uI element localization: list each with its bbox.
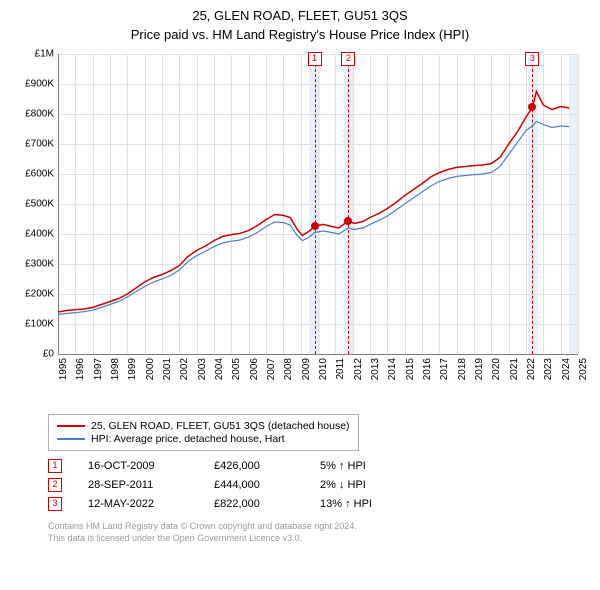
y-tick-label: £400K (25, 229, 54, 240)
series-line (58, 92, 569, 313)
y-tick-label: £100K (25, 319, 54, 330)
x-tick-label: 2011 (335, 358, 346, 380)
y-tick-label: £300K (25, 259, 54, 270)
x-tick-label: 1995 (58, 358, 69, 380)
footer-line: Contains HM Land Registry data © Crown c… (48, 521, 590, 533)
address-title: 25, GLEN ROAD, FLEET, GU51 3QS (10, 8, 590, 23)
x-tick-label: 2005 (231, 358, 242, 380)
plot-area: £0£100K£200K£300K£400K£500K£600K£700K£80… (58, 54, 578, 354)
legend-swatch (57, 438, 85, 440)
x-tick-label: 2016 (422, 358, 433, 380)
series-line (58, 122, 569, 315)
x-tick-label: 1997 (93, 358, 104, 380)
x-tick-label: 1999 (127, 358, 138, 380)
x-tick-label: 2019 (474, 358, 485, 380)
x-tick-label: 2000 (145, 358, 156, 380)
x-tick-label: 2018 (457, 358, 468, 380)
sale-row-marker: 1 (48, 459, 62, 473)
x-tick-label: 2013 (370, 358, 381, 380)
sale-marker-label: 3 (525, 52, 539, 66)
sale-row: 312-MAY-2022£822,00013% ↑ HPI (48, 497, 590, 511)
sale-vs-hpi: 13% ↑ HPI (320, 498, 410, 510)
sale-row: 116-OCT-2009£426,0005% ↑ HPI (48, 459, 590, 473)
title-block: 25, GLEN ROAD, FLEET, GU51 3QS Price pai… (10, 8, 590, 42)
sale-marker-label: 1 (308, 52, 322, 66)
sale-marker-dot (344, 217, 352, 225)
x-tick-label: 2015 (405, 358, 416, 380)
sale-row: 228-SEP-2011£444,0002% ↓ HPI (48, 478, 590, 492)
x-tick-label: 2014 (387, 358, 398, 380)
sale-price: 28-SEP-2011 (88, 479, 188, 491)
x-tick-label: 2023 (543, 358, 554, 380)
sale-price: 12-MAY-2022 (88, 498, 188, 510)
x-tick-label: 2003 (197, 358, 208, 380)
y-tick-label: £900K (25, 79, 54, 90)
x-tick-label: 2001 (162, 358, 173, 380)
sale-marker-label: 2 (341, 52, 355, 66)
sale-marker-dot (528, 103, 536, 111)
x-tick-label: 2024 (561, 358, 572, 380)
legend-row: HPI: Average price, detached house, Hart (57, 433, 350, 445)
x-tick-label: 2012 (353, 358, 364, 380)
chart-area: £0 £100K £200K £300K £400K £500K £600K £700K £80… (10, 48, 590, 408)
series-svg (58, 54, 578, 354)
x-tick-label: 2017 (439, 358, 450, 380)
y-tick-label: £1M (35, 49, 54, 60)
sale-marker-dot (311, 222, 319, 230)
gridline (578, 54, 579, 354)
x-tick-label: 2010 (318, 358, 329, 380)
legend: 25, GLEN ROAD, FLEET, GU51 3QS (detached… (48, 414, 359, 451)
x-tick-label: 2007 (266, 358, 277, 380)
x-tick-label: 2009 (301, 358, 312, 380)
x-tick-label: 2002 (179, 358, 190, 380)
sale-price: 16-OCT-2009 (88, 460, 188, 472)
sale-vs-hpi: 2% ↓ HPI (320, 479, 410, 491)
sale-vs-hpi: 5% ↑ HPI (320, 460, 410, 472)
chart-subtitle: Price paid vs. HM Land Registry's House … (10, 27, 590, 42)
legend-label: 25, GLEN ROAD, FLEET, GU51 3QS (detached… (91, 420, 350, 432)
sale-row-marker: 2 (48, 478, 62, 492)
x-tick-label: 2008 (283, 358, 294, 380)
sale-row-marker: 3 (48, 497, 62, 511)
x-tick-label: 1996 (75, 358, 86, 380)
x-tick-label: 2020 (491, 358, 502, 380)
legend-row: 25, GLEN ROAD, FLEET, GU51 3QS (detached… (57, 420, 350, 432)
attribution-footer: Contains HM Land Registry data © Crown c… (48, 521, 590, 544)
x-tick-label: 2021 (509, 358, 520, 380)
footer-line: This data is licensed under the Open Gov… (48, 533, 590, 545)
x-tick-label: 1998 (110, 358, 121, 380)
x-tick-label: 2006 (249, 358, 260, 380)
y-tick-label: £800K (25, 109, 54, 120)
x-tick-label: 2004 (214, 358, 225, 380)
y-tick-label: £0 (43, 349, 54, 360)
legend-swatch (57, 425, 85, 427)
x-tick-label: 2022 (526, 358, 537, 380)
y-tick-label: £200K (25, 289, 54, 300)
y-tick-label: £700K (25, 139, 54, 150)
x-tick-label: 2025 (578, 358, 589, 380)
x-axis (58, 354, 578, 355)
chart-container: 25, GLEN ROAD, FLEET, GU51 3QS Price pai… (0, 0, 600, 552)
sales-table: 116-OCT-2009£426,0005% ↑ HPI228-SEP-2011… (48, 459, 590, 511)
y-tick-label: £600K (25, 169, 54, 180)
y-tick-label: £500K (25, 199, 54, 210)
legend-label: HPI: Average price, detached house, Hart (91, 433, 285, 445)
